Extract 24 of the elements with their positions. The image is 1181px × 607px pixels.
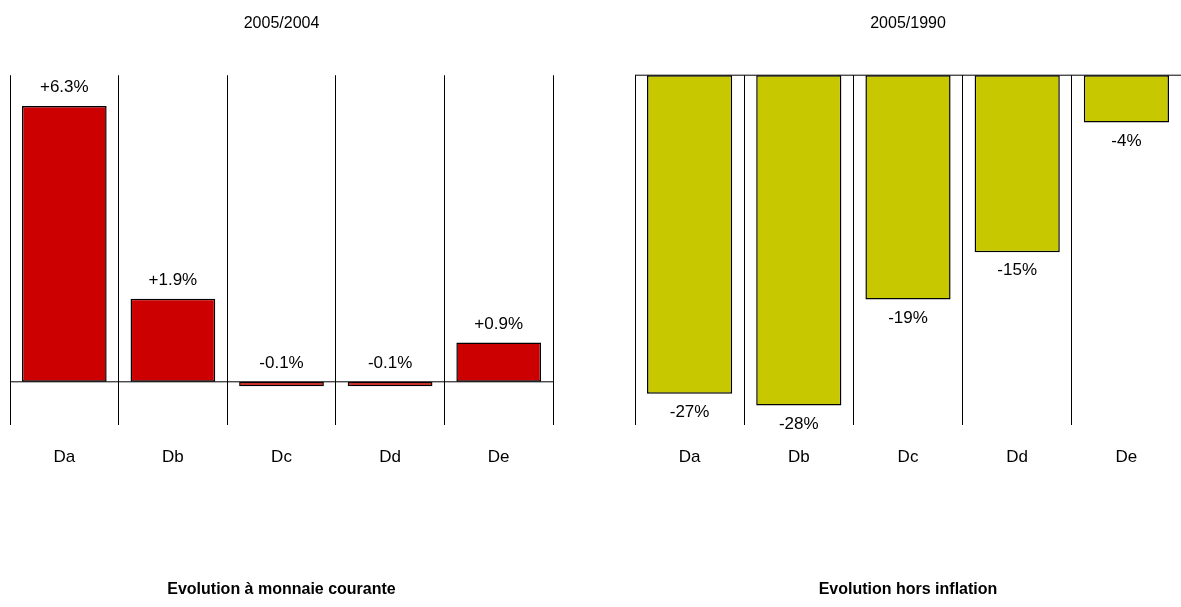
data-label: -28% — [778, 413, 819, 433]
x-tick-label: Dc — [271, 447, 293, 467]
x-tick-label: Dc — [897, 447, 919, 467]
data-label: +0.9% — [474, 313, 524, 333]
x-tick-label: Da — [53, 447, 76, 467]
data-label: -0.1% — [367, 352, 413, 372]
data-label: -0.1% — [259, 352, 304, 372]
x-axis-title: Evolution hors inflation — [818, 579, 998, 597]
x-tick-label: Da — [678, 447, 702, 467]
data-label: -19% — [888, 307, 928, 327]
data-label: -4% — [1111, 130, 1142, 150]
x-tick-label: De — [1115, 447, 1138, 467]
x-tick-label: Db — [162, 447, 184, 467]
x-tick-label: Db — [787, 447, 810, 467]
data-label: -27% — [669, 401, 710, 421]
x-tick-label: De — [487, 447, 510, 467]
data-label: +1.9% — [148, 269, 198, 289]
x-tick-label: Dd — [1006, 447, 1029, 467]
chart-title: 2005/2004 — [243, 14, 320, 32]
x-axis-title: Evolution à monnaie courante — [167, 579, 396, 597]
chart-title: 2005/1990 — [870, 14, 946, 32]
x-tick-label: Dd — [379, 447, 401, 467]
data-label: -15% — [997, 260, 1038, 280]
data-label: +6.3% — [39, 77, 89, 97]
